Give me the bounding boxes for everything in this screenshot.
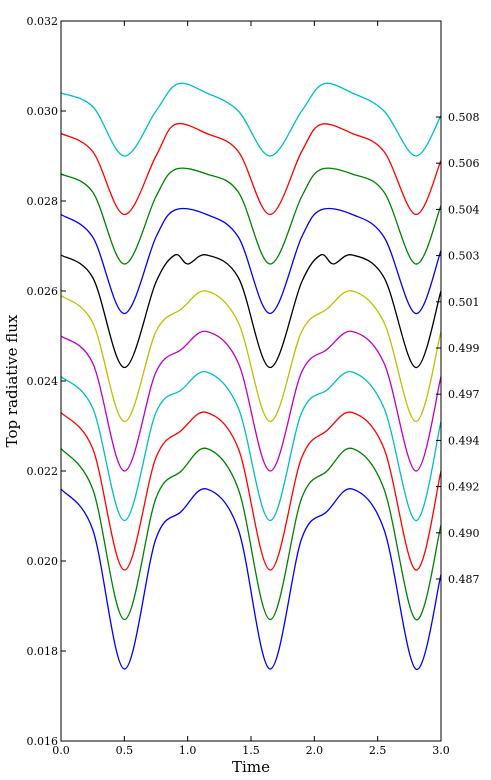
right-tick-label: 0.490 <box>448 527 480 540</box>
right-tick-label: 0.494 <box>448 434 480 447</box>
right-tick-label: 0.492 <box>448 481 480 494</box>
right-tick-label: 0.504 <box>448 203 480 216</box>
y-tick-label: 0.016 <box>27 735 59 748</box>
series-line-2 <box>60 122 442 216</box>
series-line-4 <box>60 207 442 315</box>
y-tick-label: 0.030 <box>27 105 59 118</box>
series-line-7 <box>60 330 442 472</box>
series-layer <box>60 82 442 670</box>
right-tick-label: 0.499 <box>448 342 480 355</box>
y-tick-label: 0.032 <box>27 15 59 28</box>
x-axis-title: Time <box>232 758 270 776</box>
y-tick-label: 0.018 <box>27 645 59 658</box>
x-tick-label: 2.0 <box>306 744 324 757</box>
series-line-10 <box>60 447 442 621</box>
series-line-1 <box>60 82 442 157</box>
y-axis-title: Top radiative flux <box>3 314 21 447</box>
plot-frame <box>60 20 442 742</box>
ticks-layer: 0.0 0.5 1.0 1.5 2.0 2.5 3.0 0.016 0.018 0.020 0.02… <box>27 15 480 757</box>
y-tick-label: 0.028 <box>27 195 59 208</box>
x-tick-label: 1.0 <box>179 744 197 757</box>
series-line-6 <box>60 290 442 423</box>
right-tick-label: 0.487 <box>448 573 480 586</box>
series-line-3 <box>60 167 442 265</box>
series-line-8 <box>60 370 442 522</box>
y-tick-label: 0.022 <box>27 465 59 478</box>
series-line-9 <box>60 411 442 571</box>
x-tick-label: 3.0 <box>432 744 450 757</box>
x-tick-label: 2.5 <box>369 744 387 757</box>
x-tick-label: 0.5 <box>116 744 134 757</box>
series-line-11 <box>60 488 442 670</box>
right-tick-label: 0.497 <box>448 388 480 401</box>
series-line-5 <box>60 253 442 369</box>
x-tick-label: 1.5 <box>242 744 260 757</box>
right-tick-label: 0.506 <box>448 157 480 170</box>
y-tick-label: 0.026 <box>27 285 59 298</box>
y-tick-label: 0.024 <box>27 375 59 388</box>
y-tick-label: 0.020 <box>27 555 59 568</box>
right-tick-label: 0.501 <box>448 296 480 309</box>
right-tick-label: 0.503 <box>448 250 480 263</box>
right-tick-label: 0.508 <box>448 111 480 124</box>
x-tick-label: 0.0 <box>52 744 70 757</box>
